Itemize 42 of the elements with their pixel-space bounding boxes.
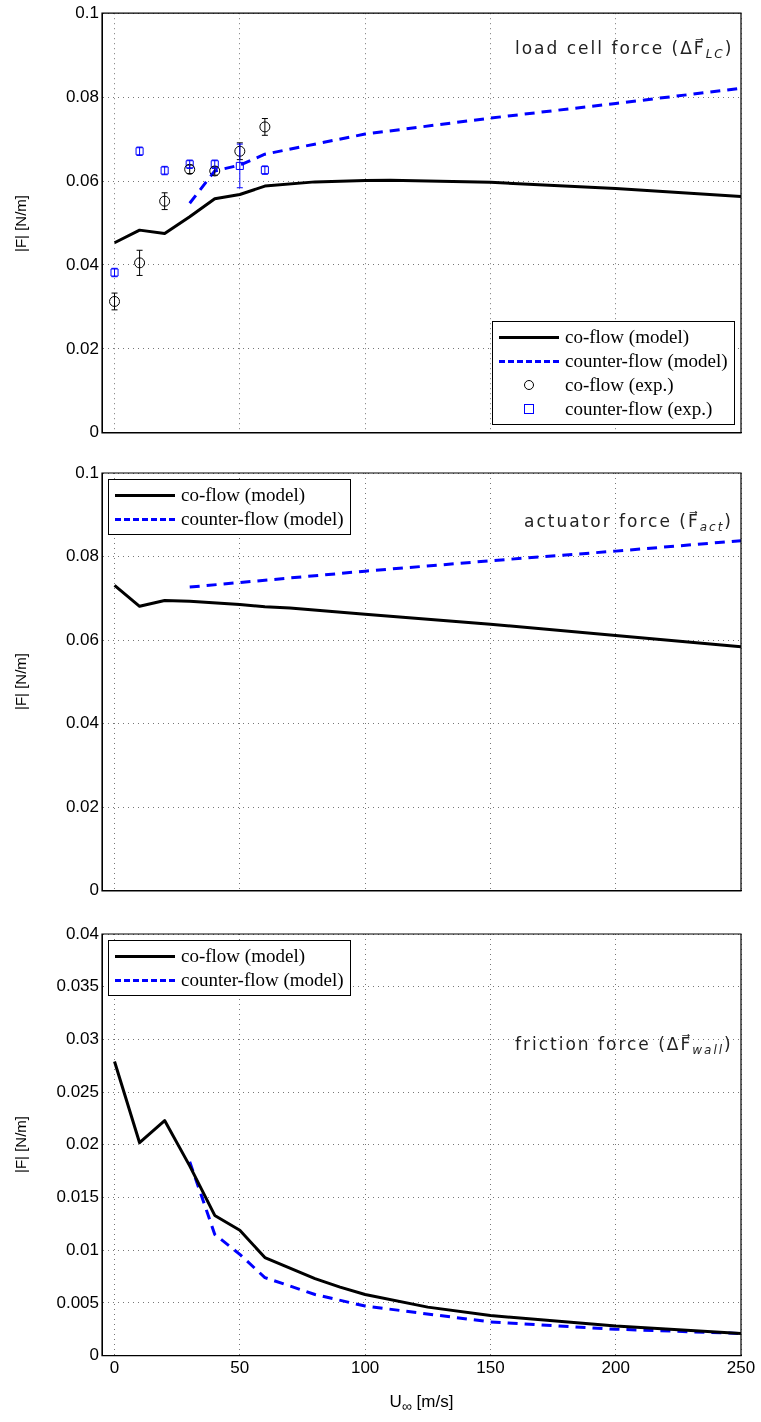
annotation: load cell force (ΔF⃗$_{LC}$) (515, 38, 734, 62)
y-axis-title: |F| [N/m] (11, 653, 29, 711)
y-axis-title: |F| [N/m] (11, 194, 29, 252)
y-tick-label: 0.06 (65, 170, 99, 190)
x-tick-label: 100 (350, 1358, 380, 1378)
y-tick-label: 0.1 (75, 462, 99, 482)
y-tick-label: 0.04 (65, 254, 99, 274)
y-tick-label: 0.035 (56, 976, 99, 996)
y-tick-label: 0.02 (65, 338, 99, 358)
x-axis-title: U$_{∞}$ [m/s] (389, 1392, 454, 1415)
x-tick-label: 50 (230, 1358, 250, 1378)
legend-label: co-flow (model) (181, 945, 305, 967)
x-tick-label: 150 (476, 1358, 505, 1378)
x-tick-label: 250 (726, 1358, 756, 1378)
y-tick-label: 0.04 (65, 713, 99, 733)
x-tick-label: 0 (109, 1358, 120, 1378)
legend-label: counter-flow (model) (181, 508, 344, 530)
y-axis-title: |F| [N/m] (11, 1116, 29, 1174)
legend-label: co-flow (exp.) (565, 373, 674, 396)
y-tick-label: 0.06 (65, 629, 99, 649)
y-tick-label: 0.08 (65, 86, 99, 106)
y-tick-label: 0.015 (56, 1187, 99, 1207)
y-tick-label: 0 (89, 880, 99, 900)
y-tick-label: 0.03 (65, 1029, 99, 1049)
y-tick-label: 0 (89, 422, 99, 442)
y-tick-label: 0.08 (65, 546, 99, 566)
annotation: friction force (ΔF⃗$_{wall}$) (515, 1034, 733, 1058)
y-tick-label: 0.02 (65, 1134, 99, 1154)
legend-label: co-flow (model) (181, 484, 305, 506)
annotation: actuator force (F⃗$_{act}$) (524, 511, 733, 535)
y-tick-label: 0 (89, 1345, 99, 1365)
y-tick-label: 0.025 (56, 1081, 99, 1101)
x-tick-label: 200 (601, 1358, 630, 1378)
y-tick-label: 0.04 (65, 923, 99, 943)
y-tick-label: 0.02 (65, 796, 99, 816)
legend-label: counter-flow (exp.) (565, 397, 713, 420)
y-tick-label: 0.1 (75, 2, 99, 22)
y-tick-label: 0.01 (65, 1239, 99, 1259)
legend-label: co-flow (model) (565, 325, 689, 348)
legend-label: counter-flow (model) (565, 349, 728, 372)
y-tick-label: 0.005 (56, 1292, 99, 1312)
legend-label: counter-flow (model) (181, 969, 344, 991)
